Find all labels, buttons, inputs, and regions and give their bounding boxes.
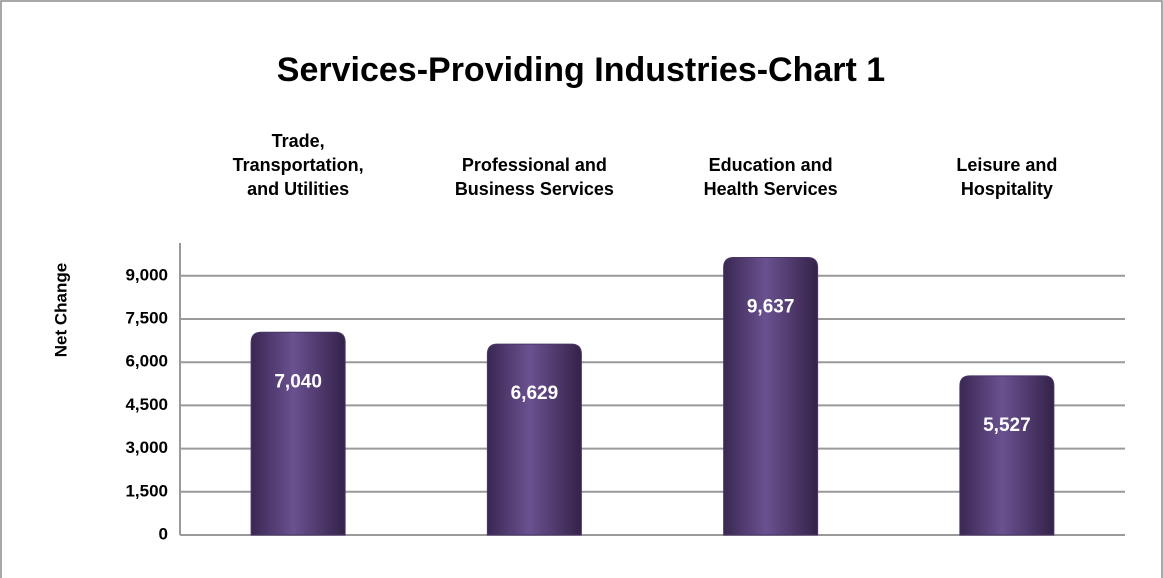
bar xyxy=(959,375,1055,536)
y-tick-label: 0 xyxy=(159,524,168,543)
data-label: 7,040 xyxy=(274,371,322,392)
y-tick-label: 3,000 xyxy=(125,438,168,457)
category-label: Business Services xyxy=(455,179,614,199)
category-label: and Utilities xyxy=(247,179,349,199)
y-tick-label: 4,500 xyxy=(125,395,168,414)
category-label: Professional and xyxy=(462,155,607,175)
bar xyxy=(250,331,346,536)
y-tick-label: 6,000 xyxy=(125,352,168,371)
category-label: Leisure and xyxy=(956,155,1057,175)
bar xyxy=(723,256,819,536)
y-tick-label: 7,500 xyxy=(125,308,168,327)
data-label: 9,637 xyxy=(747,296,795,317)
y-axis-label: Net Change xyxy=(51,263,70,357)
category-label: Education and xyxy=(709,155,833,175)
bar xyxy=(486,343,582,536)
category-label: Trade, xyxy=(272,131,325,151)
y-tick-label: 9,000 xyxy=(125,265,168,284)
category-label: Hospitality xyxy=(961,179,1053,199)
category-label: Health Services xyxy=(704,179,838,199)
chart-title: Services-Providing Industries-Chart 1 xyxy=(277,51,885,89)
category-label: Transportation, xyxy=(233,155,364,175)
y-tick-label: 1,500 xyxy=(125,481,168,500)
data-label: 6,629 xyxy=(511,383,559,404)
data-label: 5,527 xyxy=(983,415,1031,436)
